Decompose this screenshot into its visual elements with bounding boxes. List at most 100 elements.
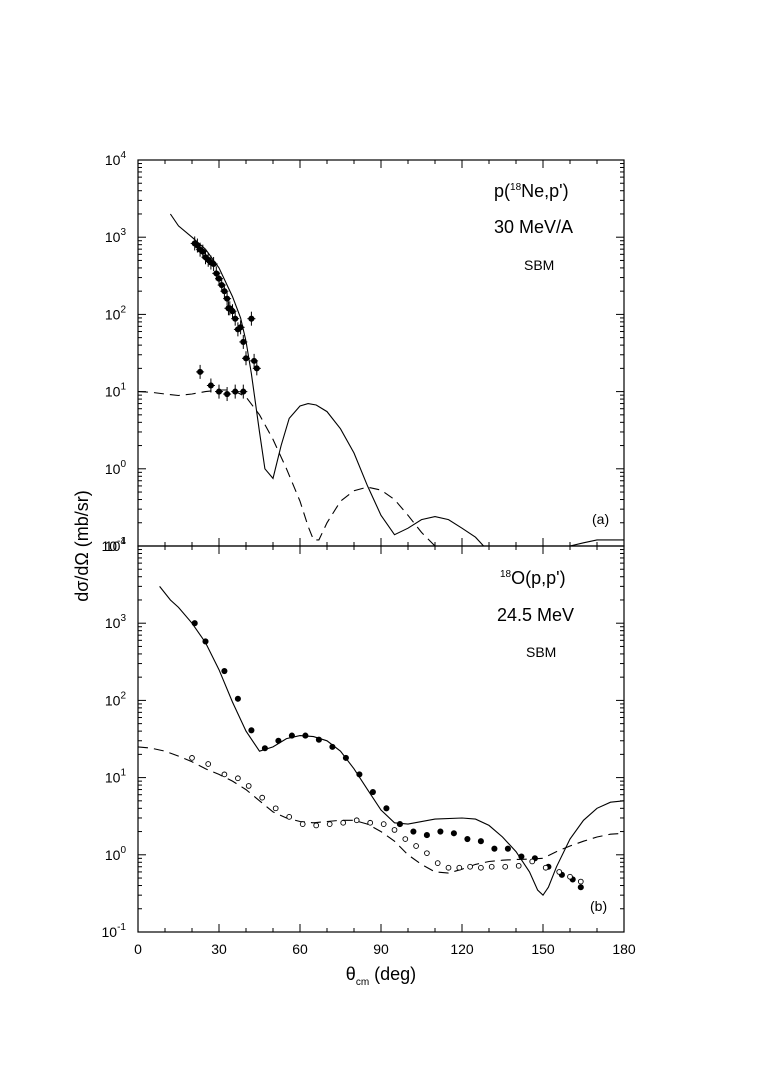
y-tick-label: 104 [105, 536, 127, 554]
data-point-filled [237, 324, 244, 331]
panel-b-annotation-model: SBM [526, 644, 556, 660]
y-tick-label: 100 [105, 459, 127, 477]
data-point-filled [518, 853, 525, 860]
y-tick-label: 102 [105, 690, 127, 708]
data-point-filled [477, 838, 484, 845]
y-tick-label: 104 [105, 150, 127, 168]
data-point-open [299, 821, 306, 827]
y-tick-label-exponent: 2 [120, 304, 126, 315]
x-axis-title-rest: (deg) [369, 964, 416, 984]
data-point-open [502, 863, 509, 870]
panel-b-label: (b) [590, 898, 607, 914]
y-tick-label-exponent: 4 [120, 150, 126, 161]
panel-a-label: (a) [592, 511, 609, 527]
data-point-filled [221, 288, 228, 295]
data-point-open [340, 819, 347, 826]
x-tick-label: 150 [531, 941, 555, 957]
data-point-filled [369, 788, 376, 796]
y-tick-label-exponent: 1 [120, 382, 126, 393]
panel-b-frame [137, 545, 625, 933]
data-point-open [189, 755, 195, 761]
x-tick-label: 60 [292, 941, 308, 957]
panel-b-ticks [137, 545, 625, 933]
y-tick-label-exponent: -1 [117, 536, 126, 547]
panel-a-reaction-prefix: p( [494, 181, 510, 201]
panel-b-curves [138, 586, 624, 897]
y-tick-label-base: 10 [105, 384, 121, 400]
y-axis-title: dσ/dΩ (mb/sr) [72, 490, 92, 602]
data-point-open [367, 819, 374, 826]
data-point-open [488, 863, 495, 870]
data-point-open [467, 863, 473, 870]
y-tick-label: 102 [105, 304, 127, 322]
data-point-open [313, 822, 320, 829]
data-point-filled [491, 845, 498, 852]
data-point-open [478, 864, 484, 871]
panel-a-points [190, 236, 261, 402]
x-axis-title: θcm (deg) [346, 964, 416, 988]
data-point-open [402, 836, 409, 842]
y-tick-label: 100 [105, 845, 127, 863]
panel-b-reaction-rest: O(p,p') [511, 568, 565, 588]
panel-a-annotation-energy: 30 MeV/A [494, 217, 573, 237]
x-tick-label: 90 [373, 941, 389, 957]
data-point-filled [342, 754, 349, 761]
data-point-filled [464, 835, 471, 843]
y-tick-label: 10-1 [102, 536, 127, 554]
panel-a-annotation-model: SBM [524, 257, 554, 273]
data-point-filled [199, 248, 206, 255]
x-tick-label: 0 [134, 941, 142, 957]
data-point-open [286, 814, 293, 820]
data-point-filled [240, 388, 247, 395]
panel-a-annotation-reaction: p(18Ne,p') [494, 181, 569, 201]
data-point-filled [232, 388, 239, 395]
data-point-filled [202, 638, 209, 645]
x-tick-label: 30 [211, 941, 227, 957]
data-point-filled [423, 832, 430, 839]
data-point-filled [251, 357, 258, 364]
data-point-filled [221, 667, 228, 675]
data-point-open [542, 864, 549, 871]
data-point-filled [356, 771, 363, 778]
y-tick-label-base: 10 [105, 306, 121, 322]
y-tick-label-base: 10 [105, 692, 121, 708]
data-point-filled [275, 737, 282, 744]
y-tick-label-exponent: 0 [120, 459, 126, 470]
data-point-filled [240, 338, 247, 345]
data-point-filled [288, 732, 295, 739]
data-point-filled [396, 821, 403, 828]
y-tick-label: 103 [105, 227, 127, 245]
y-tick-label-exponent: 3 [120, 613, 126, 624]
panel-b-points [189, 620, 584, 891]
y-tick-label-exponent: 0 [120, 845, 126, 856]
dashed-curve [138, 389, 436, 546]
data-point-open [445, 864, 452, 871]
data-point-filled [383, 805, 390, 812]
panel-b-annotation-reaction: 18O(p,p') [500, 568, 566, 588]
data-point-open [272, 805, 279, 812]
data-point-filled [242, 355, 250, 362]
data-point-open [424, 850, 430, 857]
data-point-filled [215, 388, 223, 395]
y-tick-label-base: 10 [105, 461, 121, 477]
data-point-filled [197, 368, 204, 375]
y-tick-label: 103 [105, 613, 127, 631]
data-point-filled [232, 315, 239, 322]
panel-a-curves [138, 213, 624, 546]
solid-curve [159, 586, 624, 897]
data-point-open [235, 775, 241, 782]
y-tick-label-base: 10 [102, 924, 118, 940]
y-tick-label-exponent: 3 [120, 227, 126, 238]
data-point-filled [315, 736, 322, 743]
y-tick-label-exponent: -1 [117, 922, 126, 933]
data-point-filled [504, 845, 511, 852]
y-tick-label-base: 10 [105, 152, 121, 168]
solid-curve [169, 213, 624, 546]
data-point-open [413, 843, 419, 849]
dashed-curve [138, 746, 624, 874]
data-point-filled [229, 308, 236, 315]
data-point-open [529, 858, 536, 865]
